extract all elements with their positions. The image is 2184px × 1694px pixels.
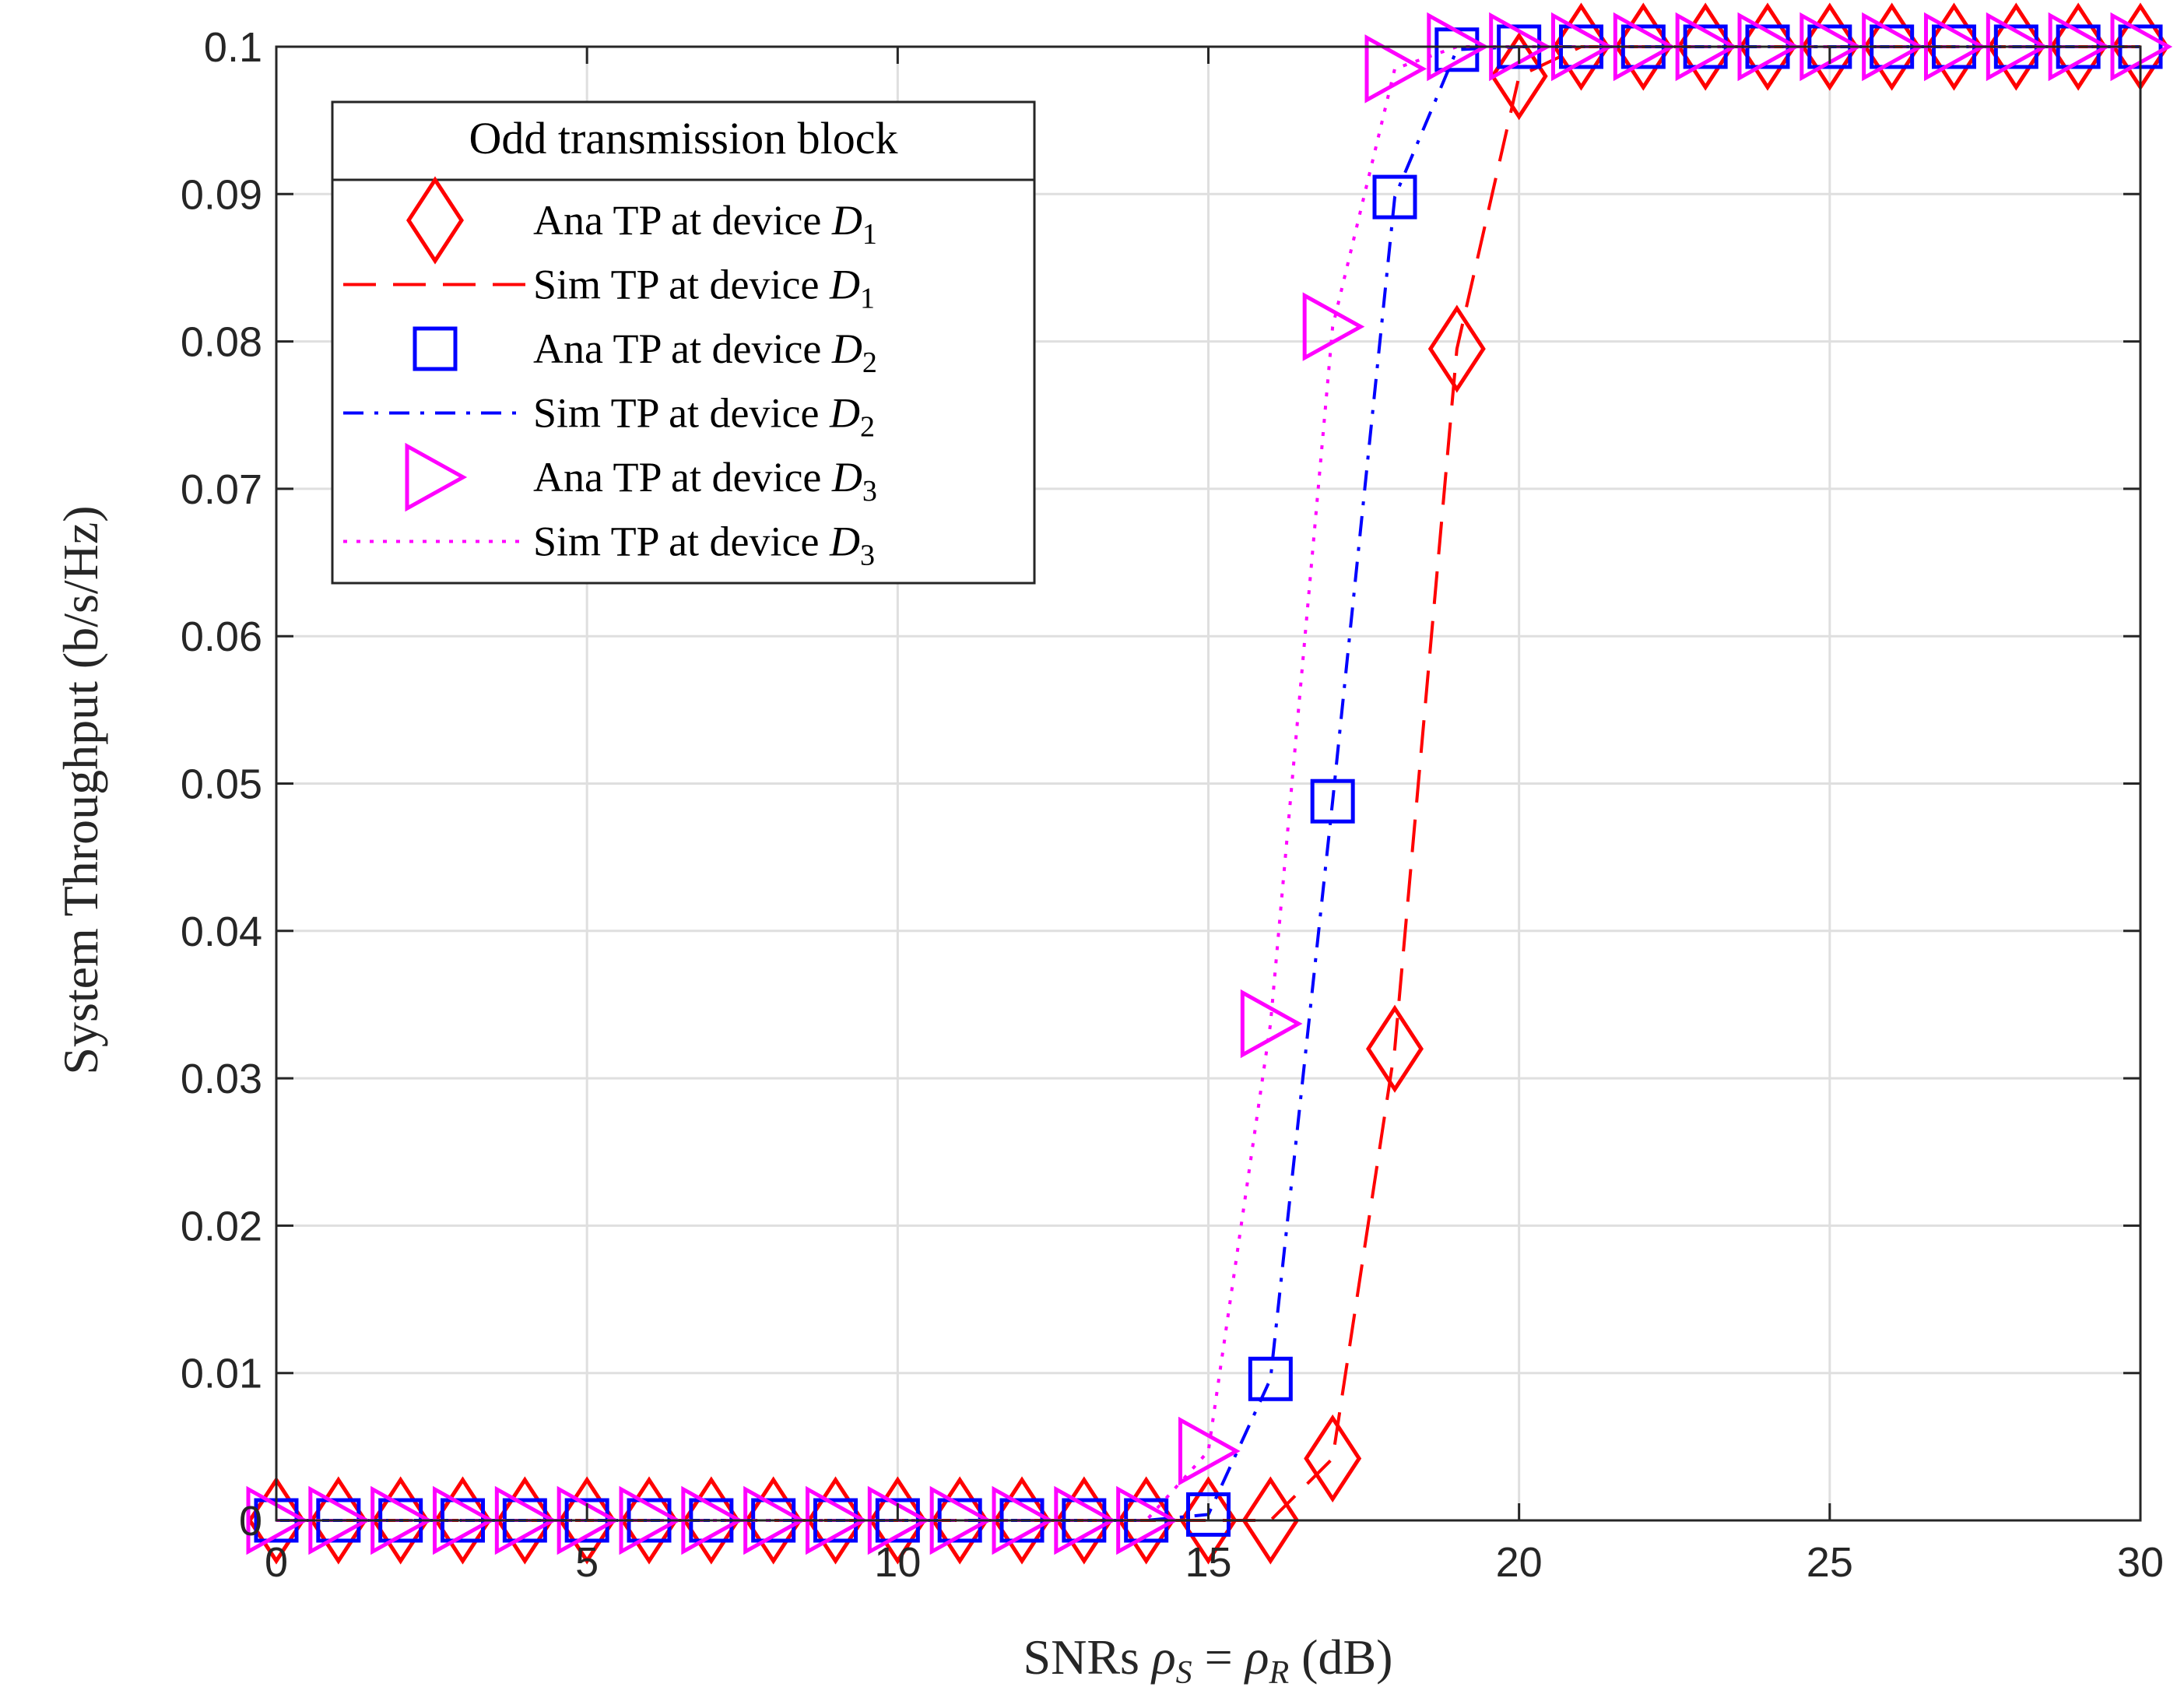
legend-entries: Ana TP at device D1 Sim TP at device D1 An… bbox=[343, 176, 877, 572]
legend: Odd transmission block Ana TP at device … bbox=[331, 100, 1036, 585]
diamond-marker bbox=[1117, 1476, 1175, 1565]
tick-labels: 0 5 10 15 20 25 30 0 0.01 0.02 0.03 0.04 0.05 0.06 0.0… bbox=[181, 24, 2164, 1586]
square-marker bbox=[1248, 1356, 1293, 1401]
legend-entry-6: Sim TP at device D3 bbox=[343, 518, 875, 572]
legend-label: Sim TP at device D3 bbox=[533, 518, 875, 572]
x-tick-label: 0 bbox=[265, 1539, 288, 1586]
legend-entry-1: Ana TP at device D1 bbox=[406, 176, 877, 265]
triangle-right-marker bbox=[1178, 1416, 1241, 1486]
diamond-marker bbox=[1800, 2, 1859, 91]
x-tick-label: 5 bbox=[575, 1539, 599, 1586]
diamond-marker bbox=[434, 1476, 492, 1565]
square-marker bbox=[1186, 1492, 1231, 1537]
y-tick-label: 0.06 bbox=[181, 613, 262, 660]
diamond-marker bbox=[1863, 2, 1921, 91]
diamond-marker bbox=[1427, 304, 1486, 393]
diamond-marker bbox=[309, 1476, 367, 1565]
diamond-marker bbox=[1241, 1476, 1300, 1565]
diamond-marker bbox=[1987, 2, 2045, 91]
y-tick-label: 0.1 bbox=[204, 24, 262, 71]
diamond-marker bbox=[682, 1476, 740, 1565]
y-tick-label: 0.01 bbox=[181, 1351, 262, 1397]
diamond-marker bbox=[496, 1476, 554, 1565]
diamond-marker bbox=[869, 1476, 927, 1565]
y-tick-label: 0.07 bbox=[181, 466, 262, 513]
series-1 bbox=[248, 2, 2169, 1565]
triangle-right-marker bbox=[1240, 989, 1303, 1059]
x-tick-label: 30 bbox=[2117, 1539, 2164, 1586]
diamond-marker bbox=[371, 1476, 430, 1565]
legend-entry-3: Ana TP at device D2 bbox=[413, 325, 877, 379]
x-tick-label: 20 bbox=[1496, 1539, 1543, 1586]
diamond-marker bbox=[1925, 2, 1983, 91]
legend-label: Sim TP at device D1 bbox=[533, 262, 875, 315]
diamond-marker bbox=[1677, 2, 1735, 91]
y-tick-label: 0.05 bbox=[181, 761, 262, 808]
y-tick-label: 0.02 bbox=[181, 1203, 262, 1249]
diamond-marker bbox=[1739, 2, 1796, 91]
legend-box bbox=[331, 100, 1036, 585]
y-tick-label: 0.04 bbox=[181, 909, 262, 955]
legend-label: Ana TP at device D2 bbox=[533, 325, 877, 379]
diamond-marker bbox=[993, 1476, 1051, 1565]
legend-title: Odd transmission block bbox=[469, 113, 898, 163]
diamond-marker bbox=[806, 1476, 865, 1565]
y-tick-label: 0.09 bbox=[181, 171, 262, 218]
legend-label: Ana TP at device D3 bbox=[533, 454, 877, 508]
y-tick-label: 0.08 bbox=[181, 319, 262, 366]
diamond-marker bbox=[744, 1476, 802, 1565]
diamond-marker bbox=[1055, 1476, 1113, 1565]
diamond-marker bbox=[1614, 2, 1673, 91]
legend-label: Sim TP at device D2 bbox=[533, 390, 875, 444]
diamond-marker bbox=[620, 1476, 678, 1565]
diamond-marker bbox=[1552, 2, 1610, 91]
legend-label: Ana TP at device D1 bbox=[533, 197, 877, 251]
diamond-marker bbox=[558, 1476, 616, 1565]
legend-entry-4: Sim TP at device D2 bbox=[343, 390, 875, 444]
legend-square-sample bbox=[413, 326, 458, 371]
diamond-marker bbox=[1366, 1004, 1424, 1093]
y-tick-label: 0.03 bbox=[181, 1056, 262, 1102]
diamond-marker bbox=[248, 1476, 305, 1565]
legend-diamond-sample bbox=[406, 176, 464, 265]
diamond-marker bbox=[1304, 1414, 1362, 1503]
x-tick-label: 15 bbox=[1185, 1539, 1231, 1586]
legend-triangle-right-sample bbox=[405, 442, 468, 512]
ticks bbox=[275, 45, 2142, 1522]
x-axis-title: SNRs ρS = ρR (dB) bbox=[1024, 1629, 1393, 1691]
diamond-marker bbox=[1490, 32, 1548, 121]
diamond-marker bbox=[2049, 2, 2108, 91]
y-axis-title: System Throughput (b/s/Hz) bbox=[53, 505, 108, 1074]
legend-entry-2: Sim TP at device D1 bbox=[343, 262, 875, 315]
diamond-marker bbox=[931, 1476, 989, 1565]
x-tick-label: 25 bbox=[1807, 1539, 1853, 1586]
y-tick-label: 0 bbox=[239, 1498, 262, 1545]
x-tick-label: 10 bbox=[874, 1539, 921, 1586]
diamond-marker bbox=[1179, 1476, 1238, 1565]
legend-entry-5: Ana TP at device D3 bbox=[405, 442, 877, 512]
triangle-right-marker bbox=[1364, 34, 1427, 104]
square-marker bbox=[1310, 778, 1355, 824]
square-marker bbox=[1372, 174, 1417, 220]
